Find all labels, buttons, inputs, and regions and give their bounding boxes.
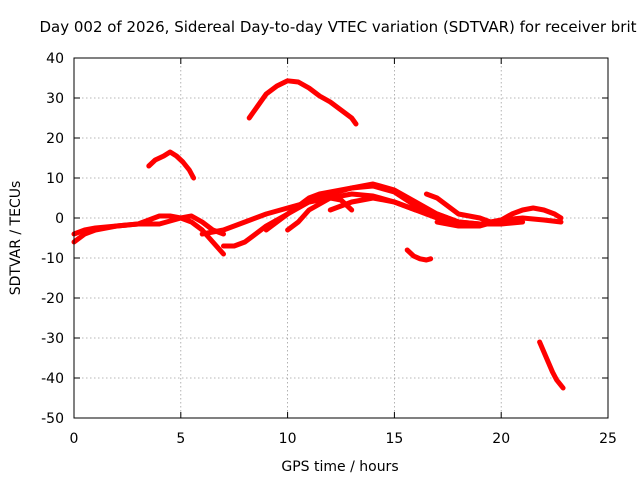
grid-layer <box>74 58 608 418</box>
y-tick-label: 20 <box>46 131 64 147</box>
y-tick-label: -50 <box>41 411 64 427</box>
y-tick-label: -40 <box>41 371 64 387</box>
series-line-arc-12 <box>404 247 434 263</box>
x-tick-label: 20 <box>492 431 510 447</box>
y-tick-label: -20 <box>41 291 64 307</box>
x-tick-label: 10 <box>279 431 297 447</box>
series-line-arc-2 <box>71 213 226 237</box>
y-tick-label: -30 <box>41 331 64 347</box>
series-line-arc-13 <box>537 339 566 391</box>
series-layer <box>71 78 566 391</box>
series-line-arc-3 <box>146 149 197 181</box>
y-tick-label: 40 <box>46 51 64 67</box>
series-line-arc-7 <box>263 181 461 233</box>
y-tick-label: -10 <box>41 251 64 267</box>
y-tick-label: 30 <box>46 91 64 107</box>
plot-frame <box>73 57 609 419</box>
chart-title: Day 002 of 2026, Sidereal Day-to-day VTE… <box>39 18 636 36</box>
series-line-arc-5 <box>199 195 355 237</box>
tick-layer: 0 5 10 15 20 25 -50 -40 -30 -20 -10 0 10 20 30 40 <box>41 51 617 447</box>
series-line-arc-4 <box>246 78 359 127</box>
y-axis-label: SDTVAR / TECUs <box>8 181 24 296</box>
x-tick-label: 15 <box>385 431 403 447</box>
x-tick-label: 0 <box>70 431 79 447</box>
x-tick-label: 25 <box>599 431 617 447</box>
x-tick-label: 5 <box>176 431 185 447</box>
y-tick-label: 10 <box>46 171 64 187</box>
y-tick-label: 0 <box>55 211 64 227</box>
x-axis-label: GPS time / hours <box>281 459 398 475</box>
series-line-arc-11 <box>434 215 564 229</box>
